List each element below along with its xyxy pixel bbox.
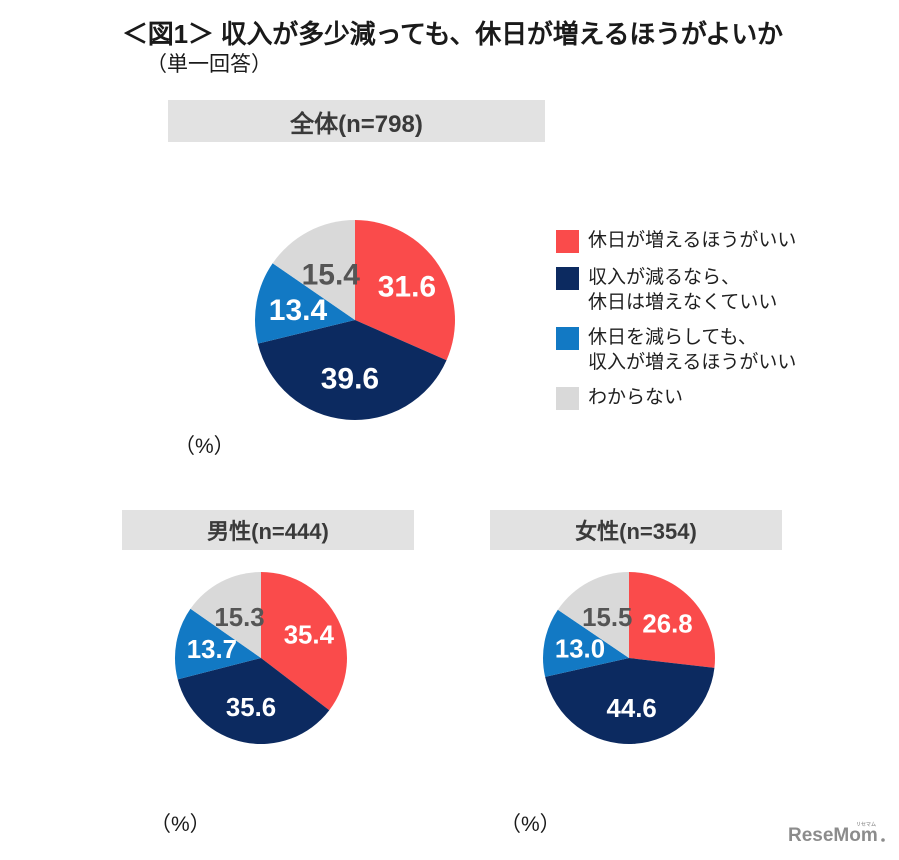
pie-slice-label-2: 13.7 <box>187 636 237 664</box>
legend-swatch-3 <box>556 387 579 410</box>
panel-header-male: 男性(n=444) <box>122 510 414 550</box>
pie-slice-0 <box>355 220 455 361</box>
pie-chart-male: 35.4 35.6 13.7 15.3 <box>174 572 347 745</box>
pie-slice-label-0: 31.6 <box>378 271 436 304</box>
pie-slice-label-2: 13.4 <box>269 294 328 327</box>
pie-slice-label-3: 15.3 <box>214 604 264 632</box>
legend-label-3: わからない <box>588 387 684 408</box>
unit-label-male: （%） <box>150 813 211 836</box>
pie-slice-3 <box>272 220 355 320</box>
legend-label-1: 収入が減るなら、 休日は増えなくていい <box>588 267 778 313</box>
page-subtitle: （単一回答） <box>146 53 272 76</box>
pie-slice-label-0: 26.8 <box>642 611 692 639</box>
legend-item-2[interactable]: 休日を減らしても、 収入が増えるほうがいい <box>556 325 856 375</box>
legend-item-3[interactable]: わからない <box>556 385 856 410</box>
pie-chart-female: 26.8 44.6 13.0 15.5 <box>543 572 715 744</box>
pie-slice-label-2: 13.0 <box>555 636 605 664</box>
resemom-logo: リセマム ReseMom <box>786 818 886 846</box>
pie-slice-1 <box>177 658 330 745</box>
pie-slice-label-3: 15.4 <box>302 259 361 292</box>
legend: 休日が増えるほうがいい収入が減るなら、 休日は増えなくていい 休日を減らしても、 … <box>556 228 856 422</box>
panel-header-female: 女性(n=354) <box>490 510 782 550</box>
svg-text:ReseMom: ReseMom <box>788 825 878 846</box>
pie-svg-overall: 31.6 39.6 13.415.4 <box>255 220 455 420</box>
pie-slice-label-1: 44.6 <box>607 695 657 723</box>
pie-svg-male: 35.4 35.6 13.7 15.3 <box>174 572 347 745</box>
pie-slice-2 <box>174 608 261 680</box>
panel-header-overall-label: 全体(n=798) <box>290 110 423 138</box>
panel-header-female-label: 女性(n=354) <box>575 519 697 544</box>
svg-text:リセマム: リセマム <box>856 822 876 828</box>
panel-header-male-label: 男性(n=444) <box>207 519 329 544</box>
resemom-logo-mark: リセマム ReseMom <box>788 822 885 846</box>
legend-label-2: 休日を減らしても、 収入が増えるほうがいい <box>588 327 797 373</box>
unit-label-overall: （%） <box>174 435 235 458</box>
legend-swatch-2 <box>556 327 579 350</box>
pie-slice-label-3: 15.5 <box>582 604 632 632</box>
pie-svg-female: 26.8 44.6 13.0 15.5 <box>543 572 715 744</box>
pie-slice-0 <box>629 572 715 668</box>
page-title: ＜図1＞ 収入が多少減っても、休日が増えるほうがよいか <box>122 19 783 49</box>
pie-slice-2 <box>543 609 629 677</box>
legend-swatch-0 <box>556 230 579 253</box>
pie-slice-1 <box>545 658 715 744</box>
pie-slice-3 <box>557 572 629 658</box>
pie-slice-3 <box>190 572 261 658</box>
pie-slice-0 <box>261 572 347 711</box>
pie-slice-label-1: 35.6 <box>226 694 276 722</box>
unit-label-female: （%） <box>500 813 561 836</box>
legend-label-0: 休日が増えるほうがいい <box>588 230 797 251</box>
pie-slice-1 <box>257 320 447 420</box>
pie-chart-overall: 31.6 39.6 13.4 15.4 <box>255 220 455 420</box>
legend-item-0[interactable]: 休日が増えるほうがいい <box>556 228 856 253</box>
legend-item-1[interactable]: 収入が減るなら、 休日は増えなくていい <box>556 265 856 315</box>
pie-slice-label-0: 35.4 <box>284 621 335 649</box>
legend-swatch-1 <box>556 267 579 290</box>
pie-slice-label-1: 39.6 <box>321 362 379 395</box>
pie-slice-2 <box>255 263 355 344</box>
panel-header-overall: 全体(n=798) <box>168 100 545 142</box>
